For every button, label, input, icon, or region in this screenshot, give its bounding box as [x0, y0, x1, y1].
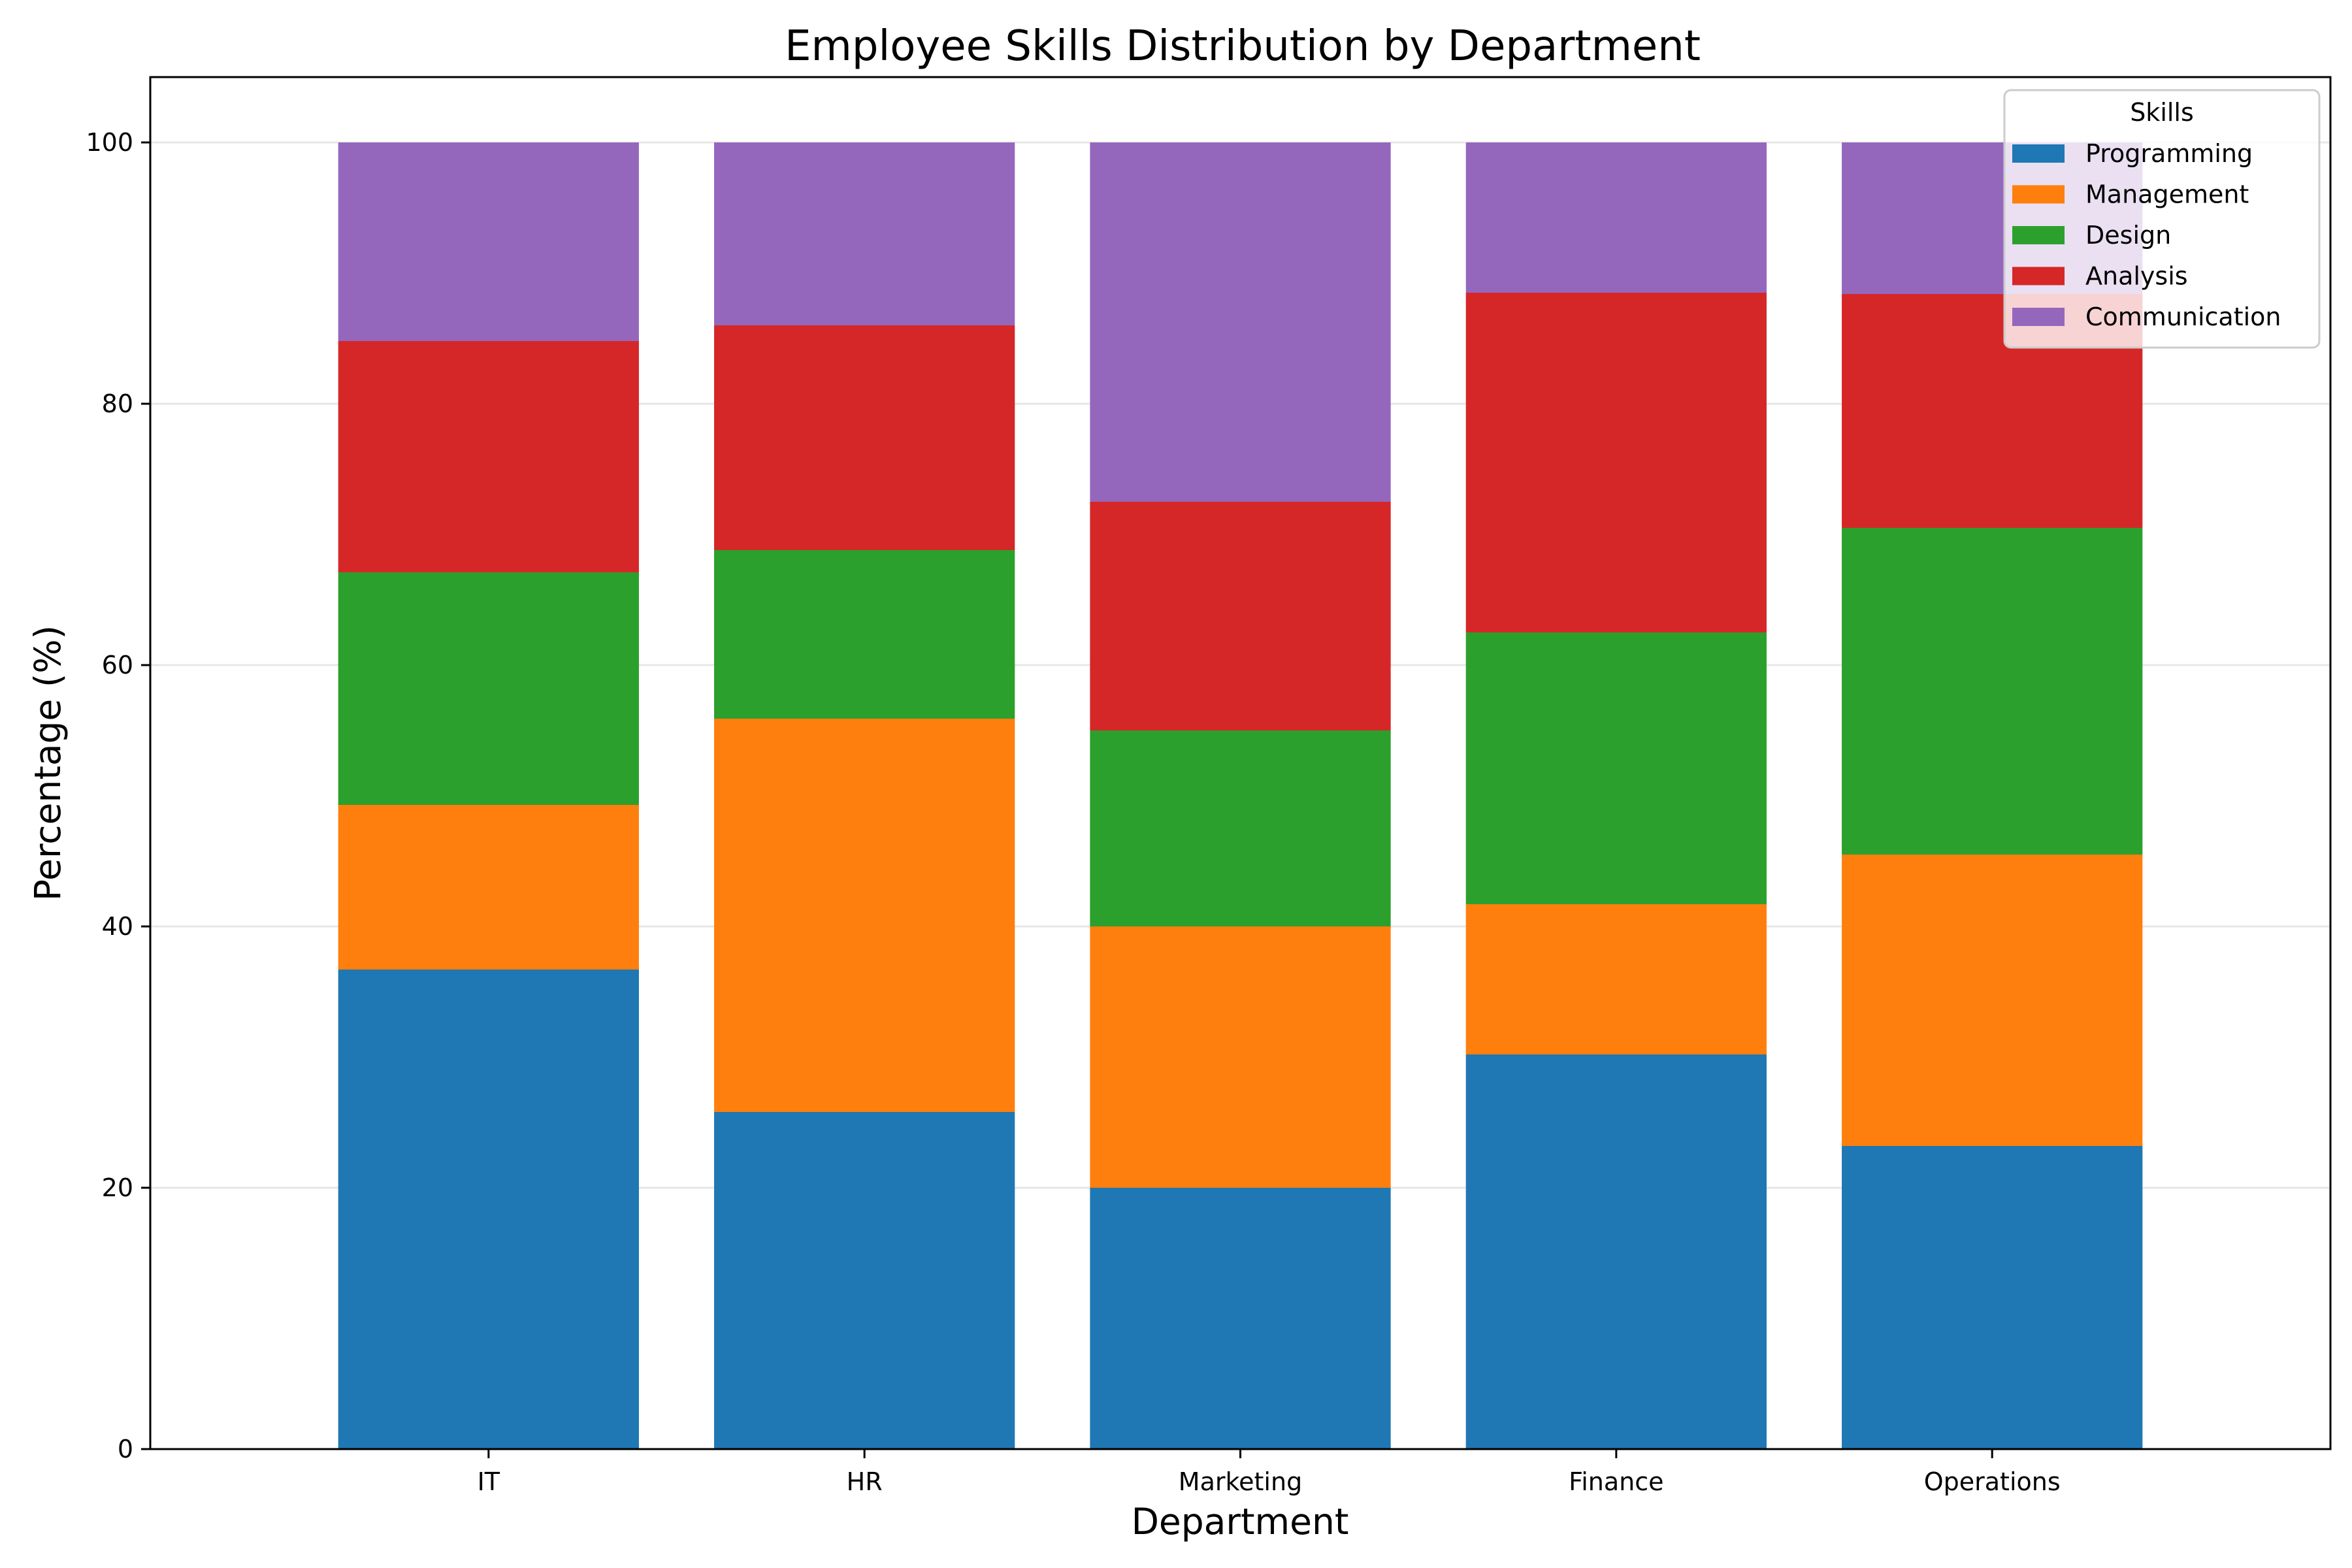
- bar-it-communication: [338, 142, 639, 341]
- x-tick-label: IT: [478, 1467, 500, 1496]
- legend-swatch-analysis: [2012, 267, 2065, 286]
- bar-hr-communication: [714, 142, 1015, 325]
- bar-finance-communication: [1465, 142, 1767, 293]
- axis-ticks: 0 20 40 60 80 100 IT HR Marketing Finance Operatio…: [86, 128, 2060, 1496]
- bar-hr-analysis: [714, 325, 1015, 550]
- legend-label-management: Management: [2085, 180, 2249, 209]
- legend-swatch-design: [2012, 226, 2065, 244]
- bar-hr-programming: [714, 1112, 1015, 1449]
- legend-label-analysis: Analysis: [2085, 262, 2188, 291]
- bar-operations-management: [1842, 855, 2143, 1146]
- bar-finance-analysis: [1465, 293, 1767, 632]
- x-axis-label: Department: [1132, 1501, 1349, 1543]
- bar-hr-design: [714, 550, 1015, 719]
- bar-operations-programming: [1842, 1146, 2143, 1449]
- y-tick-label: 0: [118, 1435, 133, 1463]
- y-tick-label: 40: [102, 912, 133, 941]
- bar-marketing-design: [1090, 730, 1391, 926]
- legend-swatch-communication: [2012, 308, 2065, 326]
- bar-finance-programming: [1465, 1054, 1767, 1449]
- legend-label-communication: Communication: [2085, 302, 2281, 331]
- bar-marketing-programming: [1090, 1188, 1391, 1449]
- bar-it-management: [338, 805, 639, 970]
- bar-hr-management: [714, 719, 1015, 1112]
- y-tick-label: 100: [86, 128, 133, 157]
- stacked-bars: [338, 142, 2143, 1449]
- bar-finance-design: [1465, 632, 1767, 904]
- bar-it-design: [338, 572, 639, 805]
- bar-marketing-management: [1090, 926, 1391, 1188]
- y-tick-label: 60: [102, 651, 133, 679]
- legend-title: Skills: [2130, 98, 2194, 127]
- legend-label-programming: Programming: [2085, 139, 2253, 168]
- x-tick-label: Marketing: [1179, 1467, 1302, 1496]
- legend: Skills Programming Management Design Analys…: [2003, 89, 2321, 349]
- y-tick-label: 20: [102, 1173, 133, 1202]
- bar-it-programming: [338, 970, 639, 1449]
- legend-box: [2003, 89, 2321, 349]
- bar-it-analysis: [338, 341, 639, 572]
- y-tick-label: 80: [102, 389, 133, 418]
- bar-marketing-communication: [1090, 142, 1391, 502]
- x-tick-label: Finance: [1569, 1467, 1663, 1496]
- bar-operations-design: [1842, 528, 2143, 855]
- bar-finance-management: [1465, 904, 1767, 1054]
- y-axis-label: Percentage (%): [27, 625, 69, 901]
- x-tick-label: Operations: [1924, 1467, 2061, 1496]
- chart-title: Employee Skills Distribution by Departme…: [785, 22, 1701, 71]
- bar-marketing-analysis: [1090, 502, 1391, 730]
- x-tick-label: HR: [847, 1467, 883, 1496]
- legend-label-design: Design: [2085, 221, 2171, 250]
- legend-swatch-management: [2012, 185, 2065, 204]
- legend-swatch-programming: [2012, 144, 2065, 163]
